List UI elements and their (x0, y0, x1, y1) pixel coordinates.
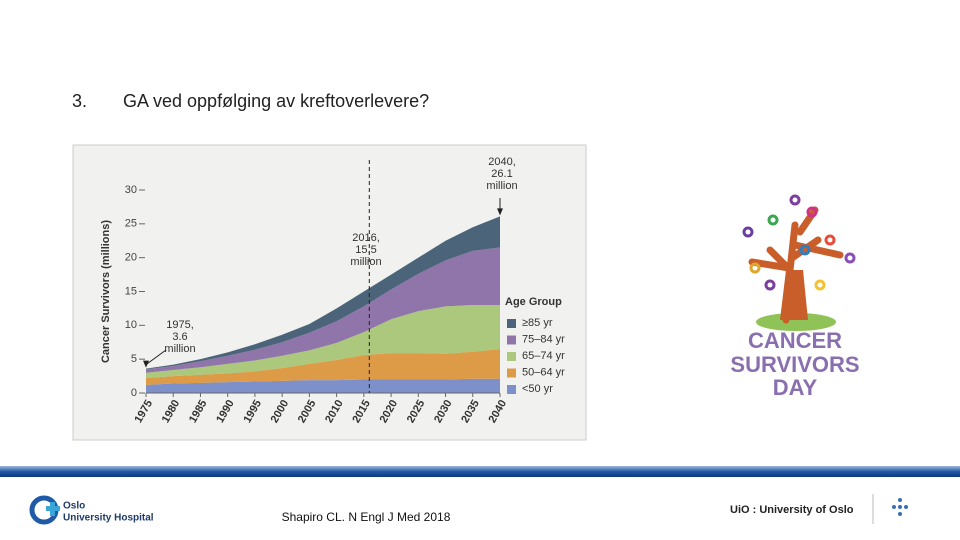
area (146, 378, 500, 393)
annotation: million (350, 256, 381, 268)
footer-band (0, 466, 960, 477)
annotation: million (486, 180, 517, 192)
annotation-arrow (145, 349, 167, 366)
image-text: CANCER (748, 328, 842, 353)
annotation: 15.5 (355, 244, 376, 256)
slide-number: 3. (72, 91, 87, 111)
legend-label: 65–74 yr (522, 350, 565, 362)
y-tick-label: 30 (125, 184, 137, 196)
annotation: 1975, (166, 319, 194, 331)
arrow-head (143, 360, 149, 368)
legend-swatch (507, 385, 516, 394)
grass (756, 313, 836, 331)
ribbons (742, 194, 856, 291)
legend-label: <50 yr (522, 383, 553, 395)
y-tick-label: 5 (131, 353, 137, 365)
annotation: million (164, 343, 195, 355)
legend-swatch (507, 335, 516, 345)
legend-swatch (507, 352, 516, 361)
legend-swatch (507, 368, 516, 378)
y-tick-label: 25 (125, 218, 137, 230)
trunk (780, 270, 808, 320)
logo-dots (892, 498, 908, 516)
y-tick-label: 15 (125, 285, 137, 297)
y-tick-label: 10 (125, 319, 137, 331)
area (146, 305, 500, 379)
legend-label: 75–84 yr (522, 333, 565, 345)
y-tick-label: 0 (131, 387, 137, 399)
area (146, 247, 500, 373)
y-tick-label: 20 (125, 252, 137, 264)
arrow-head (497, 208, 503, 216)
legend-title: Age Group (505, 296, 562, 308)
area (146, 216, 500, 370)
annotation: 3.6 (172, 331, 187, 343)
area (146, 349, 500, 385)
legend-swatch (507, 319, 516, 328)
image-text: DAY (773, 375, 818, 400)
legend-label: 50–64 yr (522, 366, 565, 378)
logo-text: University Hospital (63, 513, 154, 524)
annotation: 26.1 (491, 168, 512, 180)
annotation: 2016, (352, 232, 380, 244)
logo-text: Oslo (63, 501, 85, 512)
logo-right: UiO : University of Oslo (730, 504, 854, 516)
logo-left: Oslo University Hospital (29, 495, 154, 525)
legend-label: ≥85 yr (522, 317, 553, 329)
slide-title: GA ved oppfølging av kreftoverlevere? (123, 91, 429, 111)
side-image: CANCER SURVIVORS DAY (730, 194, 860, 400)
annotation: 2040, (488, 156, 516, 168)
image-text: SURVIVORS (730, 352, 859, 377)
y-axis-label: Cancer Survivors (millions) (100, 220, 112, 363)
citation: Shapiro CL. N Engl J Med 2018 (282, 510, 451, 524)
